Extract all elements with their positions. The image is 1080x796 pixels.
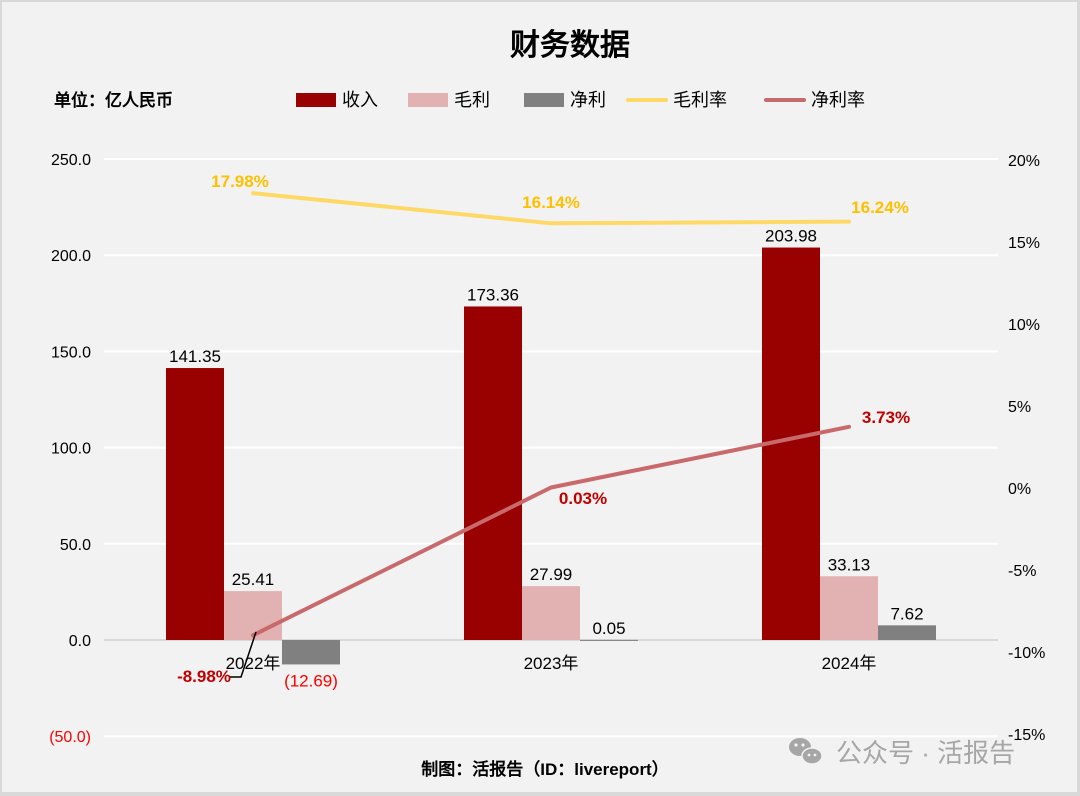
legend: 收入 毛利 净利 毛利率 净利率 xyxy=(296,90,865,110)
legend-label: 净利 xyxy=(570,90,606,110)
left-axis-tick: 200.0 xyxy=(51,248,91,265)
left-axis-tick: 100.0 xyxy=(51,441,91,458)
bar xyxy=(522,586,580,640)
category-label: 2022年 xyxy=(226,654,281,673)
legend-label: 毛利率 xyxy=(673,90,727,110)
legend-swatch xyxy=(408,93,448,107)
data-labels: 141.35 173.36 203.98 25.41 27.99 33.13 (12.69)… xyxy=(169,172,924,690)
right-axis-tick: 15% xyxy=(1008,235,1040,252)
bar xyxy=(820,576,878,640)
left-axis-tick: 250.0 xyxy=(51,152,91,169)
legend-label: 净利率 xyxy=(811,90,865,110)
left-axis: 250.0 200.0 150.0 100.0 50.0 0.0 (50.0) xyxy=(49,152,91,746)
legend-label: 毛利 xyxy=(454,90,490,110)
bar-value-label: 33.13 xyxy=(828,555,871,574)
right-axis: 20% 15% 10% 5% 0% -5% -10% -15% xyxy=(1008,153,1045,744)
right-axis-tick: 10% xyxy=(1008,317,1040,334)
chart-title: 财务数据 xyxy=(510,29,630,62)
right-axis-tick: -5% xyxy=(1008,563,1036,580)
right-axis-tick: -15% xyxy=(1008,727,1045,744)
net-margin-line xyxy=(251,424,851,638)
wechat-icon xyxy=(789,738,823,765)
bar-value-label: 27.99 xyxy=(530,565,573,584)
gross-margin-label: 16.24% xyxy=(851,198,909,217)
bar xyxy=(166,368,224,640)
unit-label: 单位：亿人民币 xyxy=(54,90,173,110)
chart-credit: 制图：活报告（ID：livereport） xyxy=(421,759,668,779)
right-axis-tick: -10% xyxy=(1008,645,1045,662)
left-axis-tick: 150.0 xyxy=(51,344,91,361)
bar xyxy=(282,640,340,665)
watermark-text: 公众号 · 活报告 xyxy=(836,738,1015,768)
category-label: 2023年 xyxy=(524,654,579,673)
category-label: 2024年 xyxy=(822,654,877,673)
bar-value-label: 173.36 xyxy=(467,285,519,304)
left-axis-tick: 0.0 xyxy=(69,633,91,650)
bar xyxy=(878,625,936,640)
net-margin-label: 3.73% xyxy=(862,408,910,427)
bar xyxy=(580,639,638,641)
gross-margin-label: 17.98% xyxy=(211,172,269,191)
bar-value-label: 7.62 xyxy=(890,604,923,623)
gridlines xyxy=(104,158,998,738)
bar xyxy=(464,306,522,640)
bar xyxy=(224,591,282,640)
bar-series xyxy=(166,247,936,665)
bar-value-label: 0.05 xyxy=(592,619,625,638)
bar-value-label: (12.69) xyxy=(284,671,338,690)
net-margin-label: -8.98% xyxy=(177,667,231,686)
legend-swatch xyxy=(296,93,336,107)
leader-line xyxy=(230,631,257,678)
watermark: 公众号 · 活报告 xyxy=(789,738,1015,768)
net-margin-label: 0.03% xyxy=(559,489,607,508)
gross-margin-label: 16.14% xyxy=(522,193,580,212)
gross-margin-line xyxy=(251,191,851,226)
right-axis-tick: 20% xyxy=(1008,153,1040,170)
left-axis-tick: (50.0) xyxy=(49,729,91,746)
bar-value-label: 141.35 xyxy=(169,347,221,366)
bar-value-label: 203.98 xyxy=(765,227,817,246)
legend-label: 收入 xyxy=(342,90,378,110)
x-axis-categories: 2022年 2023年 2024年 xyxy=(226,654,877,673)
right-axis-tick: 0% xyxy=(1008,481,1031,498)
left-axis-tick: 50.0 xyxy=(60,537,91,554)
legend-swatch xyxy=(524,93,564,107)
right-axis-tick: 5% xyxy=(1008,399,1031,416)
line-series xyxy=(251,191,851,638)
bar-value-label: 25.41 xyxy=(232,570,275,589)
